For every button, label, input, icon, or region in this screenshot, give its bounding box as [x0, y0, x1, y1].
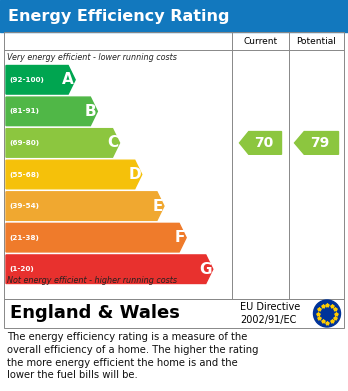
Text: Energy Efficiency Rating: Energy Efficiency Rating: [8, 9, 229, 23]
Text: (55-68): (55-68): [9, 172, 39, 178]
Text: (39-54): (39-54): [9, 203, 39, 209]
Bar: [4, 299, 344, 328]
Bar: [4, 32, 344, 299]
Text: (92-100): (92-100): [9, 77, 44, 83]
Circle shape: [314, 300, 340, 327]
Text: Not energy efficient - higher running costs: Not energy efficient - higher running co…: [7, 276, 177, 285]
Text: G: G: [199, 262, 212, 277]
Polygon shape: [294, 131, 339, 154]
Text: E: E: [152, 199, 163, 213]
Text: 70: 70: [254, 136, 274, 150]
Text: (69-80): (69-80): [9, 140, 39, 146]
Text: B: B: [85, 104, 96, 119]
Text: England & Wales: England & Wales: [10, 305, 180, 323]
Polygon shape: [6, 255, 213, 283]
Text: (21-38): (21-38): [9, 235, 39, 240]
Polygon shape: [6, 66, 75, 94]
Text: Current: Current: [244, 36, 278, 45]
Text: Very energy efficient - lower running costs: Very energy efficient - lower running co…: [7, 53, 177, 62]
Polygon shape: [239, 131, 282, 154]
Bar: [0, 0, 348, 32]
Polygon shape: [6, 97, 97, 126]
Polygon shape: [6, 223, 186, 252]
Text: 79: 79: [310, 136, 330, 150]
Text: A: A: [62, 72, 74, 87]
Text: The energy efficiency rating is a measure of the
overall efficiency of a home. T: The energy efficiency rating is a measur…: [7, 332, 259, 380]
Text: D: D: [128, 167, 141, 182]
Polygon shape: [6, 192, 164, 221]
Text: EU Directive
2002/91/EC: EU Directive 2002/91/EC: [240, 302, 300, 325]
Text: C: C: [108, 135, 119, 151]
Text: (1-20): (1-20): [9, 266, 34, 272]
Text: F: F: [175, 230, 185, 245]
Polygon shape: [6, 160, 142, 189]
Text: Potential: Potential: [296, 36, 337, 45]
Polygon shape: [6, 129, 120, 157]
Text: (81-91): (81-91): [9, 108, 39, 114]
